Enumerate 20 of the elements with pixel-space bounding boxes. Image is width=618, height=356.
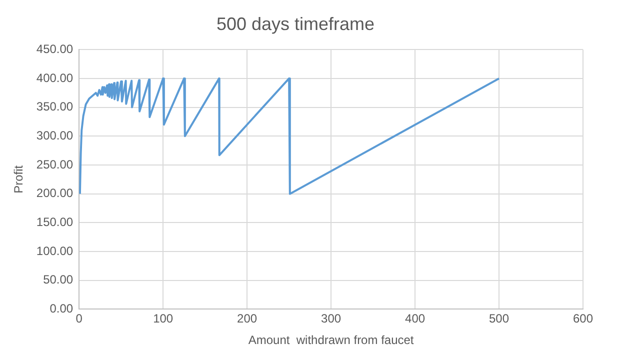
x-tick-label: 200 xyxy=(237,312,258,326)
y-tick-label: 400.00 xyxy=(36,70,74,85)
x-tick-label: 100 xyxy=(153,312,174,326)
y-tick-label: 300.00 xyxy=(36,128,74,142)
y-axis-title: Profit xyxy=(12,164,26,194)
y-tick-label: 100.00 xyxy=(36,244,74,258)
y-tick-label: 50.00 xyxy=(43,272,74,287)
y-tick-label: 350.00 xyxy=(36,100,74,114)
y-tick-label: 150.00 xyxy=(36,214,74,229)
x-tick-label: 0 xyxy=(76,312,83,326)
y-tick-label: 250.00 xyxy=(36,157,74,172)
y-tick-label: 0.00 xyxy=(50,302,74,316)
chart-title: 500 days timeframe xyxy=(216,14,375,34)
y-tick-label: 200.00 xyxy=(36,186,74,200)
x-axis-title: Amount withdrawn from faucet xyxy=(248,333,414,348)
x-tick-label: 300 xyxy=(321,312,342,326)
x-tick-label: 600 xyxy=(572,312,594,326)
y-tick-label: 450.00 xyxy=(36,42,74,56)
x-tick-label: 400 xyxy=(405,312,426,326)
x-tick-label: 500 xyxy=(489,312,510,326)
